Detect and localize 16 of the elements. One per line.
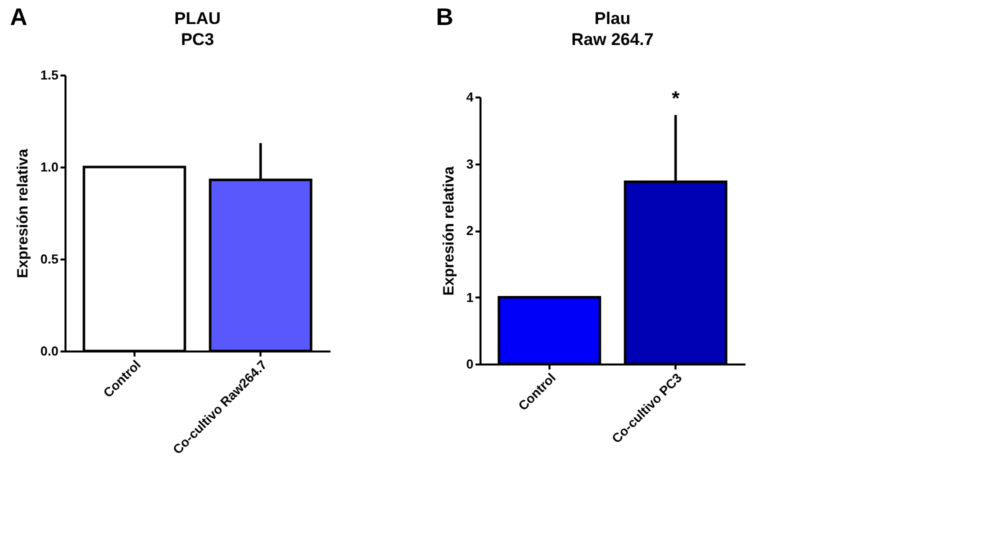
y-tick-label: 0.0 xyxy=(40,344,58,358)
y-tick-label: 1.0 xyxy=(40,160,58,174)
y-tick-label: 3 xyxy=(466,156,474,172)
chart-title: Plau Raw 264.7 xyxy=(571,9,654,50)
y-axis-title: Expresión relativa xyxy=(14,148,32,278)
chart-title: PLAU PC3 xyxy=(174,9,221,49)
text: A xyxy=(10,4,28,32)
y-tick-label: 0 xyxy=(466,356,474,372)
text: B xyxy=(436,4,454,32)
y-tick-label: 1.5 xyxy=(40,68,58,82)
y-axis-title: Expresión relativa xyxy=(440,166,458,296)
y-tick-label: 2 xyxy=(466,223,474,238)
y-tick-label: 4 xyxy=(466,90,474,104)
y-tick-label: 1 xyxy=(466,290,474,305)
y-tick-label: 0.5 xyxy=(40,252,58,266)
annotation: * xyxy=(672,88,680,110)
